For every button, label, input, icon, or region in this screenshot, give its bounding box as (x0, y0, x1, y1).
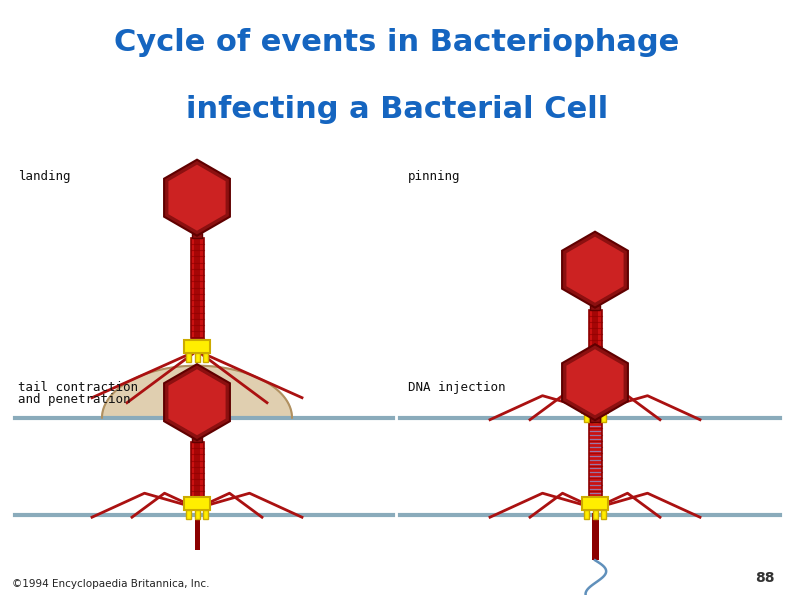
Text: Cycle of events in Bacteriophage: Cycle of events in Bacteriophage (114, 28, 680, 57)
Bar (582, 497, 608, 510)
Text: 88: 88 (756, 571, 775, 585)
Bar (203, 353, 208, 362)
Bar (601, 510, 606, 519)
Bar (601, 413, 606, 422)
Bar (194, 237, 200, 338)
Text: tail contraction: tail contraction (18, 381, 138, 394)
Text: landing: landing (18, 170, 71, 183)
Bar (195, 513, 199, 550)
Bar (590, 305, 600, 309)
Bar (584, 413, 589, 422)
Bar (592, 513, 599, 560)
Bar (588, 309, 602, 400)
Polygon shape (566, 349, 623, 415)
Text: pinning: pinning (408, 170, 461, 183)
Bar (186, 353, 191, 362)
Bar (592, 309, 598, 400)
Bar (191, 237, 203, 338)
Polygon shape (102, 366, 292, 418)
Bar (195, 353, 199, 362)
Polygon shape (562, 345, 628, 420)
Polygon shape (566, 237, 623, 303)
Bar (582, 400, 608, 413)
Bar (194, 442, 200, 497)
Polygon shape (562, 231, 628, 308)
Bar (195, 510, 199, 519)
Bar (592, 510, 598, 519)
Polygon shape (164, 159, 230, 236)
Text: and penetration: and penetration (18, 393, 130, 406)
Bar (590, 417, 600, 422)
Text: DNA injection: DNA injection (408, 381, 506, 394)
Polygon shape (168, 165, 225, 231)
Bar (588, 422, 602, 497)
Bar (584, 510, 589, 519)
Bar (186, 510, 191, 519)
Text: ©1994 Encyclopaedia Britannica, Inc.: ©1994 Encyclopaedia Britannica, Inc. (12, 579, 210, 589)
Bar (191, 442, 203, 497)
Polygon shape (168, 369, 225, 435)
Bar (192, 437, 202, 442)
Text: infecting a Bacterial Cell: infecting a Bacterial Cell (186, 95, 608, 124)
Polygon shape (164, 364, 230, 440)
Bar (184, 497, 210, 510)
Bar (192, 233, 202, 237)
Bar (184, 340, 210, 353)
Bar (592, 413, 598, 422)
Bar (203, 510, 208, 519)
